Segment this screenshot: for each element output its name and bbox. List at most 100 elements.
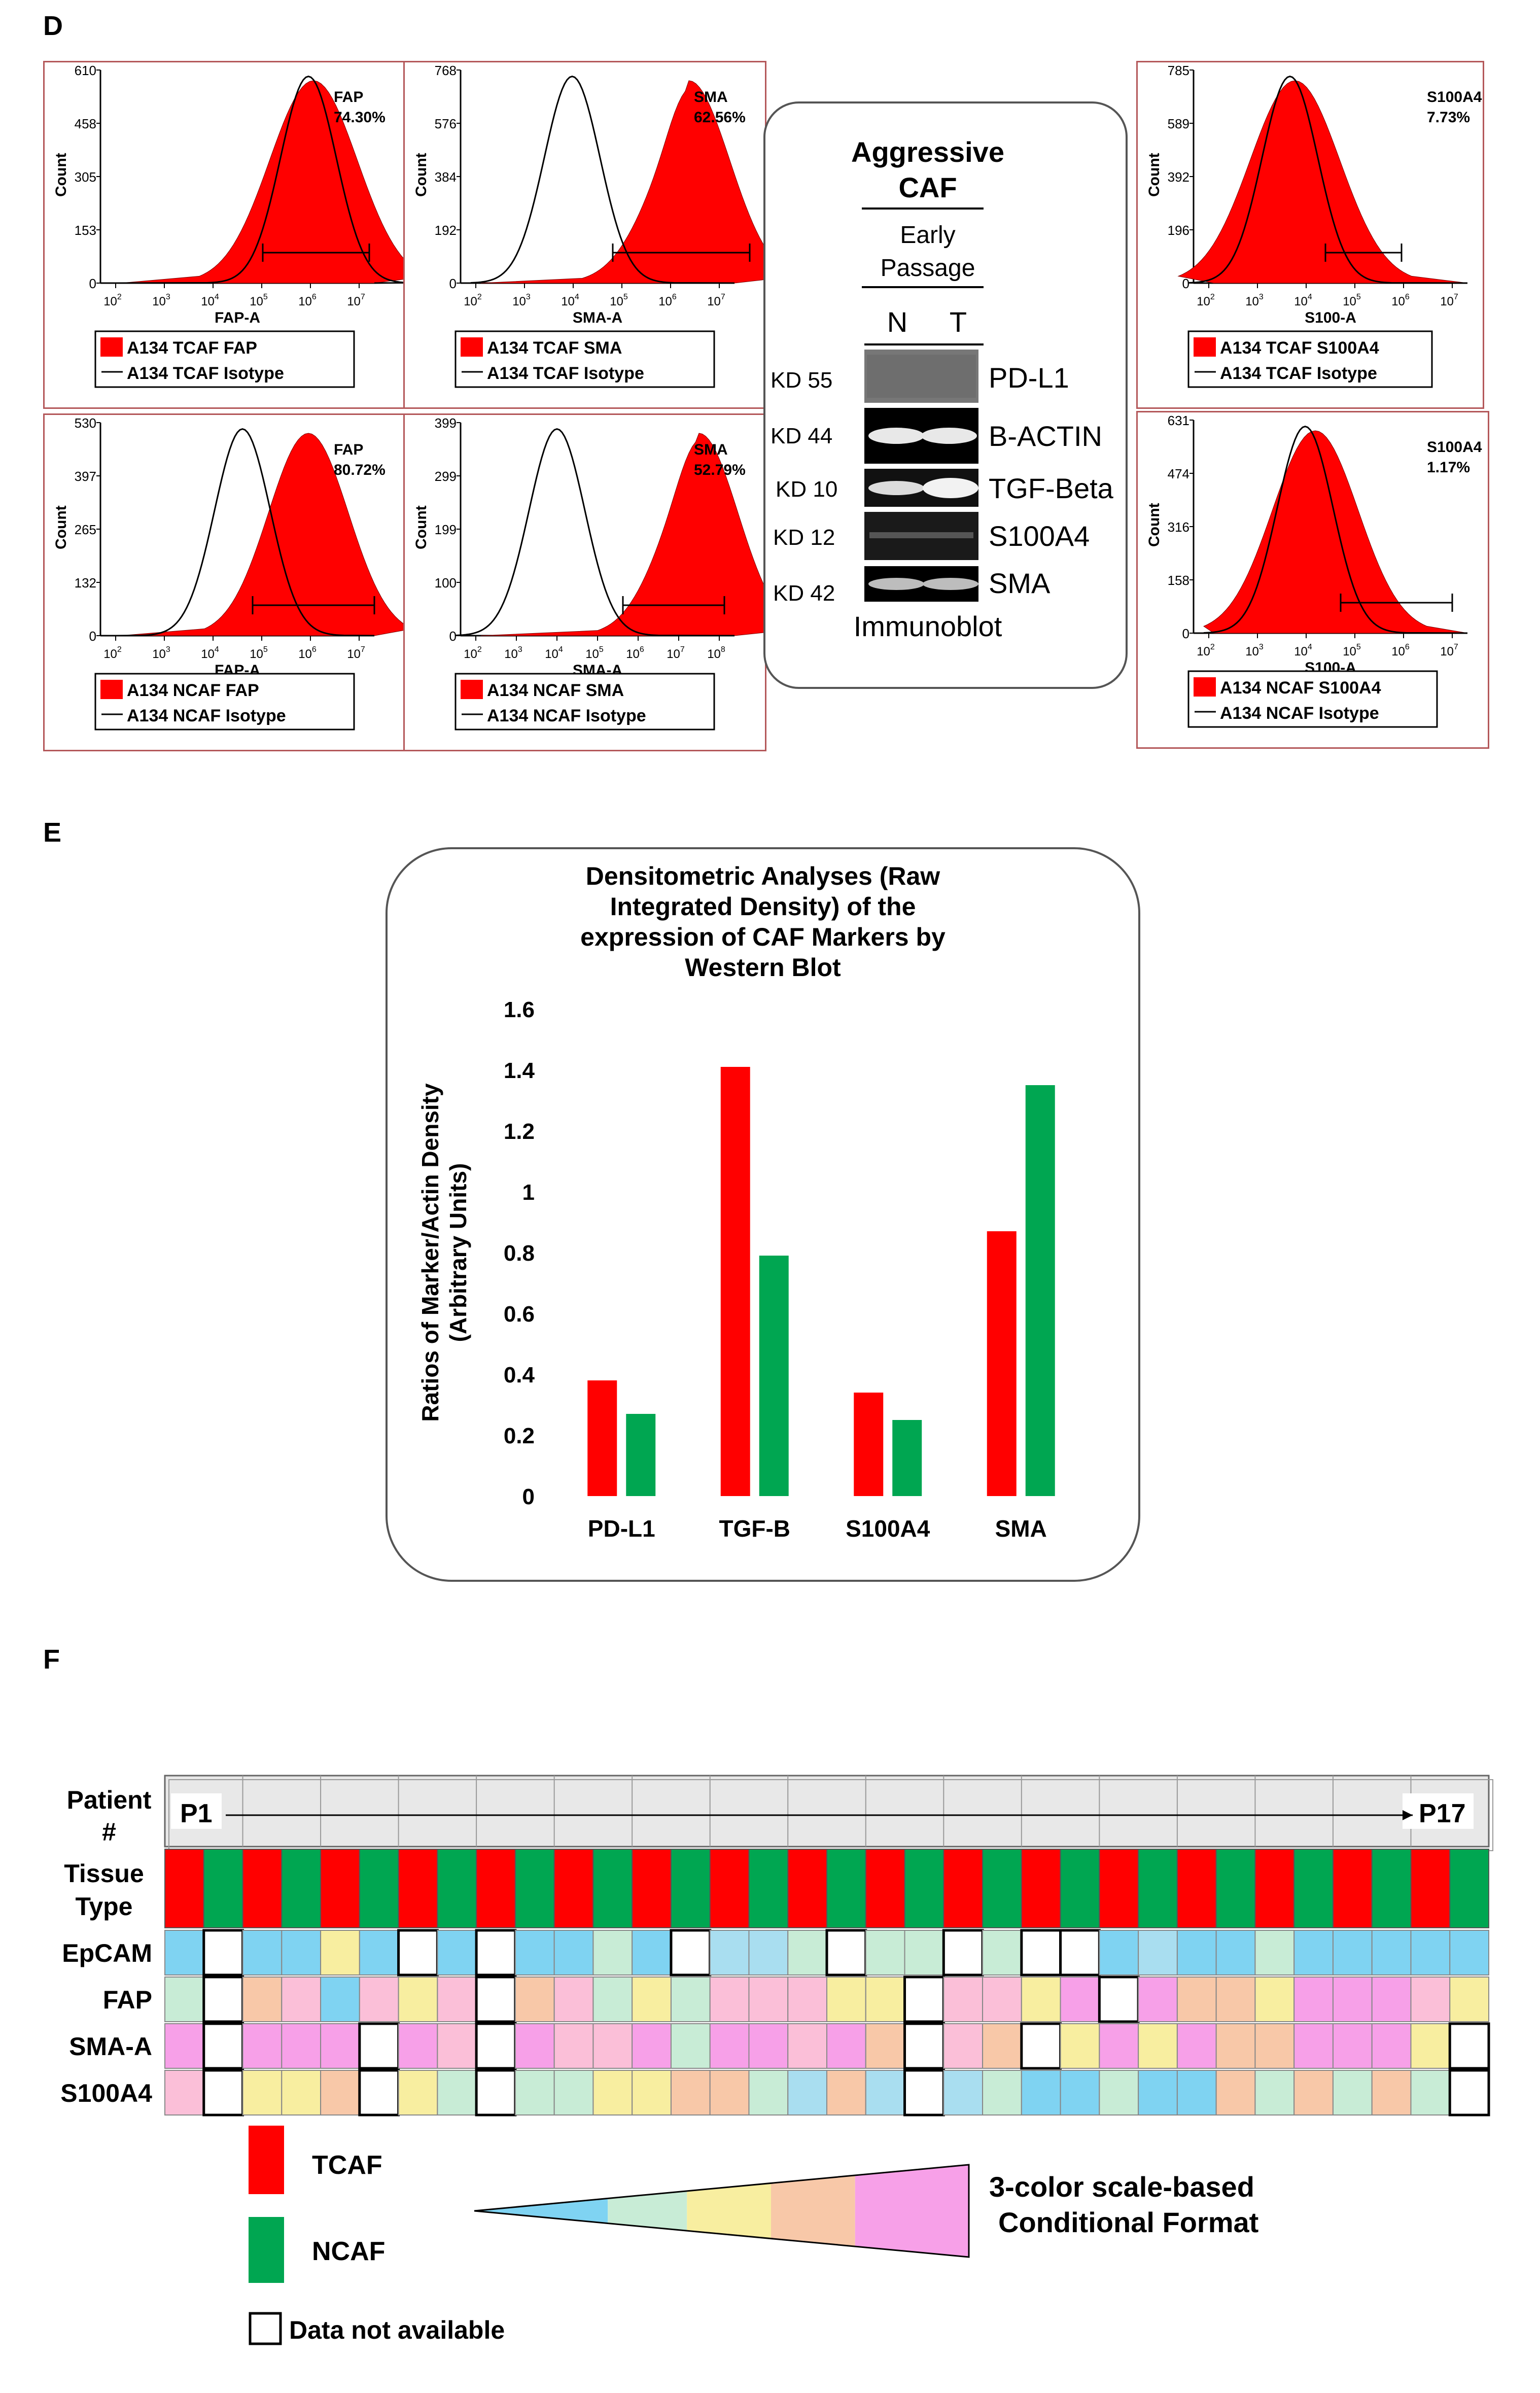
heat-cell-s100 [475, 2069, 517, 2117]
percent-label: 62.56% [694, 109, 746, 126]
heat-cell-s100 [1176, 2070, 1217, 2115]
ylabel: Count [1146, 153, 1163, 197]
heat-cell-s100 [709, 2070, 750, 2115]
xtick-label: 103 [1245, 643, 1264, 658]
histogram-fill [120, 80, 429, 284]
heat-cell-fap [943, 1976, 984, 2022]
ytick-label: 192 [435, 223, 457, 238]
tissue-cell [982, 1849, 1022, 1928]
ytick-label: 631 [1168, 413, 1189, 428]
heat-cell-fap [320, 1976, 360, 2022]
heat-cell-sma [1254, 2023, 1295, 2069]
xtick-label: 102 [1197, 293, 1215, 308]
densitometry-chart-panel: Densitometric Analyses (Raw Integrated De… [386, 847, 1140, 1582]
xtick-label: 103 [1245, 293, 1264, 308]
heat-cell-epcam [1371, 1930, 1412, 1975]
kd-label-pdl1: KD 55 [771, 368, 832, 393]
bar-s100a4-green [892, 1420, 922, 1496]
ytick-label: 0 [449, 276, 457, 291]
heat-cell-epcam [514, 1930, 555, 1975]
heat-cell-fap [1410, 1976, 1451, 2022]
heat-cell-s100 [358, 2069, 400, 2117]
percent-label: 7.73% [1427, 109, 1470, 126]
heat-cell-sma [1020, 2022, 1062, 2070]
heat-cell-fap [826, 1976, 866, 2022]
heat-cell-epcam [359, 1930, 399, 1975]
heat-cell-sma [1293, 2023, 1334, 2069]
xtick-label: 106 [1391, 643, 1410, 658]
heat-cell-sma [281, 2023, 322, 2069]
heat-cell-fap [670, 1976, 711, 2022]
xtick-label: 102 [464, 645, 482, 661]
scale-wedge-segment [687, 2183, 771, 2239]
tissue-cell [632, 1849, 672, 1928]
heat-cell-s100 [943, 2070, 984, 2115]
heat-cell-s100 [632, 2070, 672, 2115]
heat-cell-fap [164, 1976, 204, 2022]
ytick-label: 0 [522, 1484, 535, 1509]
flow-panel-tcaf-sma: 768 576 384 192 0 Count 102 103 104 105 106 107 SMA-… [403, 61, 796, 409]
ytick-label: 158 [1168, 573, 1189, 588]
heat-cell-fap [787, 1976, 828, 2022]
heat-cell-fap [982, 1976, 1022, 2022]
tissue-cell [748, 1849, 789, 1928]
flow-panel-ncaf-sma: 399 299 199 100 0 Count 102 103 104 105 106 107 108 S… [403, 413, 801, 751]
heat-cell-epcam [1332, 1930, 1373, 1975]
xtick-label: 108 [707, 645, 725, 661]
heat-cell-epcam [397, 1929, 439, 1976]
heat-cell-fap [632, 1976, 672, 2022]
ytick-label: 392 [1168, 169, 1189, 185]
percent-label: 80.72% [334, 462, 386, 478]
xtick-label: 106 [626, 645, 644, 661]
histogram-tcaf-s100: 785 589 392 196 0 Count 102 103 104 105 106 107 S100… [1146, 63, 1482, 388]
histogram-ncaf-sma: 399 299 199 100 0 Count 102 103 104 105 106 107 108 S… [413, 415, 801, 731]
tissue-cell [164, 1849, 204, 1928]
heat-cell-fap [1215, 1976, 1256, 2022]
legend-line-label: A134 NCAF Isotype [487, 706, 646, 725]
tissue-cell [904, 1849, 944, 1928]
xtick-label: 104 [1294, 643, 1312, 658]
heat-cell-sma [1410, 2023, 1451, 2069]
kd-label-tgfbeta: KD 10 [776, 477, 837, 502]
tissue-cell [476, 1849, 516, 1928]
heat-cell-s100 [748, 2070, 789, 2115]
histogram-fill [1203, 430, 1468, 634]
isotype-line [115, 76, 410, 284]
legend-swatch [461, 337, 483, 357]
heat-cell-s100 [670, 2070, 711, 2115]
xtick-label: 105 [1343, 643, 1361, 658]
row-label-fap: FAP [103, 1986, 152, 2014]
scale-wedge-segment [608, 2191, 687, 2231]
ytick-label: 458 [75, 116, 96, 131]
flow-panel-ncaf-fap: 530 397 265 132 0 Count 102 103 104 105 106 107 FAP-… [43, 413, 413, 751]
tissue-cell [1449, 1849, 1490, 1928]
ytick-label: 196 [1168, 223, 1189, 238]
heat-cell-sma [1371, 2023, 1412, 2069]
y-axis-label: Ratios of Marker/Actin Density [417, 1083, 443, 1422]
legend-line-label: A134 NCAF Isotype [1220, 704, 1379, 723]
tissue-cell [1410, 1849, 1451, 1928]
tissue-cell [553, 1849, 594, 1928]
ytick-label: 397 [75, 469, 96, 484]
xtick-label: 102 [103, 645, 122, 661]
xlabel: SMA-A [573, 309, 622, 326]
xtick-label: 107 [1440, 293, 1458, 308]
heat-cell-fap [553, 1976, 594, 2022]
end-patient-label: P17 [1419, 1799, 1466, 1828]
tissue-cell [1021, 1849, 1061, 1928]
isotype-line [115, 428, 375, 637]
heat-cell-fap [592, 1976, 633, 2022]
scale-label-line2: Conditional Format [998, 2206, 1258, 2238]
heat-cell-epcam [825, 1929, 867, 1976]
heat-cell-sma [242, 2023, 283, 2069]
western-subtitle-line2: Passage [881, 255, 975, 282]
tissue-cell [1060, 1849, 1100, 1928]
heat-cell-s100 [1293, 2070, 1334, 2115]
ytick-label: 384 [435, 169, 457, 185]
heat-cell-fap [709, 1976, 750, 2022]
heat-cell-s100 [982, 2070, 1022, 2115]
heat-cell-s100 [164, 2070, 204, 2115]
heat-cell-sma [1176, 2023, 1217, 2069]
xtick-label: 102 [103, 293, 122, 308]
